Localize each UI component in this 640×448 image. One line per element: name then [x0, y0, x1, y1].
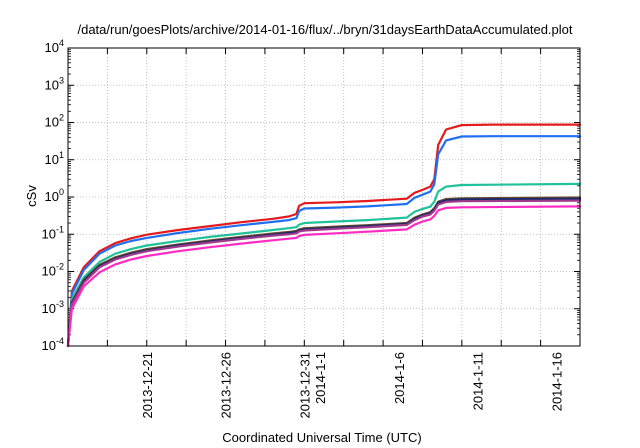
series-line	[66, 182, 582, 348]
x-tick-label: 2014-1-6	[392, 352, 407, 404]
series-lines	[66, 123, 582, 348]
x-tick-label: 2013-12-31	[297, 352, 312, 419]
y-tick-label-exponent: -2	[56, 262, 64, 272]
series-line	[66, 205, 582, 348]
y-tick-label: 100	[45, 187, 64, 204]
x-tick-labels: 2013-12-21 2013-12-26 2013-12-31 2014-1-1 20…	[140, 352, 565, 419]
y-tick-label-exponent: 3	[59, 75, 64, 85]
series-line	[66, 135, 582, 348]
y-tick-label: 10-1	[42, 224, 64, 241]
series-line	[66, 199, 582, 348]
x-tick-label: 2013-12-21	[140, 352, 155, 419]
y-tick-label-base: 10	[42, 338, 56, 353]
y-axis-label: cSv	[24, 185, 39, 207]
x-tick-label: 2014-1-11	[471, 352, 486, 410]
y-tick-label-exponent: -1	[56, 224, 64, 234]
x-tick-label: 2013-12-26	[219, 352, 234, 419]
y-tick-label-exponent: 2	[59, 113, 64, 123]
y-tick-label: 103	[45, 75, 64, 92]
y-tick-label-base: 10	[42, 301, 56, 316]
x-tick-label: 2014-1-1	[313, 352, 328, 404]
y-tick-label-base: 10	[42, 226, 56, 241]
y-tick-label-base: 10	[45, 115, 59, 130]
chart-title: /data/run/goesPlots/archive/2014-01-16/f…	[77, 22, 572, 37]
y-tick-label-exponent: 0	[59, 187, 64, 197]
plot-frame	[67, 47, 581, 347]
y-tick-label-base: 10	[45, 77, 59, 92]
series-line	[66, 123, 582, 348]
y-tick-label: 10-4	[42, 336, 64, 353]
y-tick-label-exponent: -3	[56, 299, 64, 309]
y-tick-label-exponent: 4	[59, 38, 64, 48]
y-tick-label: 10-3	[42, 299, 64, 316]
series-line	[66, 197, 582, 348]
y-tick-label-exponent: -4	[56, 336, 64, 346]
y-tick-label: 104	[45, 38, 64, 55]
y-tick-label-base: 10	[42, 264, 56, 279]
y-tick-label-exponent: 1	[59, 150, 64, 160]
x-axis-label: Coordinated Universal Time (UTC)	[222, 430, 421, 445]
y-tick-label: 102	[45, 113, 64, 130]
y-tick-label: 101	[45, 150, 64, 167]
y-tick-label-base: 10	[45, 40, 59, 55]
y-tick-label-base: 10	[45, 189, 59, 204]
y-tick-label: 10-2	[42, 262, 64, 279]
x-tick-label: 2014-1-16	[549, 352, 564, 411]
y-tick-label-base: 10	[45, 152, 59, 167]
